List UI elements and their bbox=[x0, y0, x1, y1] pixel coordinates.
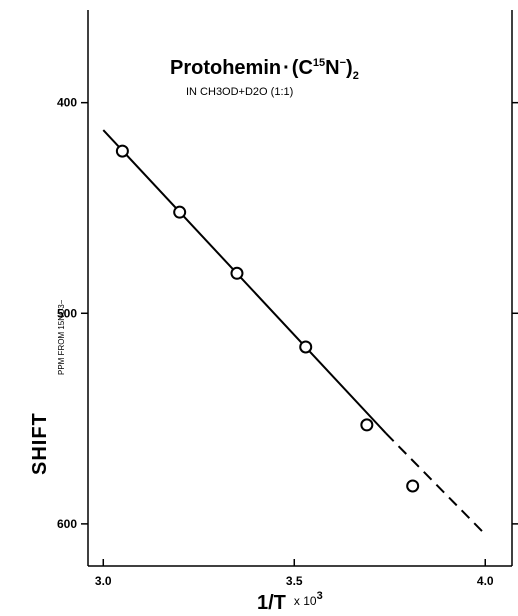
extrapolation-line bbox=[385, 432, 486, 536]
chart-title: Protohemin · (C15N−)2 bbox=[170, 57, 359, 82]
tick-marks bbox=[81, 101, 518, 566]
data-point bbox=[406, 479, 420, 493]
x-tick-label: 4.0 bbox=[477, 574, 494, 588]
y-tick-label: 400 bbox=[57, 96, 77, 110]
x-axis-label-multiplier: x 10 bbox=[294, 594, 317, 608]
data-point bbox=[230, 266, 244, 280]
x-axis-label: 1/T x 103 bbox=[257, 590, 323, 614]
data-point bbox=[299, 340, 313, 354]
data-point bbox=[173, 205, 187, 219]
title-anion: N bbox=[325, 57, 339, 79]
y-axis-unit: PPM FROM 15NO3− bbox=[57, 299, 66, 375]
title-close: ) bbox=[346, 57, 353, 79]
data-points bbox=[115, 144, 420, 493]
x-axis-label-exponent: 3 bbox=[317, 590, 323, 602]
title-open: (C bbox=[292, 57, 313, 79]
y-tick-label: 600 bbox=[57, 517, 77, 531]
y-tick-label: 500 bbox=[57, 306, 77, 320]
data-point bbox=[360, 418, 374, 432]
plot-frame bbox=[87, 10, 513, 567]
title-isotope: 15 bbox=[313, 57, 325, 69]
x-tick-label: 3.0 bbox=[95, 574, 112, 588]
fit-line bbox=[102, 129, 387, 434]
title-subscript: 2 bbox=[353, 70, 359, 82]
title-dot: · bbox=[283, 57, 290, 79]
title-main: Protohemin bbox=[170, 57, 281, 79]
chart-subtitle: IN CH3OD+D2O (1:1) bbox=[186, 86, 293, 98]
tick-labels: 400 500 600 3.0 3.5 4.0 bbox=[57, 96, 494, 588]
x-tick-label: 3.5 bbox=[286, 574, 303, 588]
x-axis-label-main: 1/T bbox=[257, 592, 286, 614]
y-axis-label: SHIFT bbox=[29, 412, 51, 475]
data-point bbox=[115, 144, 129, 158]
title-charge: − bbox=[340, 57, 346, 69]
